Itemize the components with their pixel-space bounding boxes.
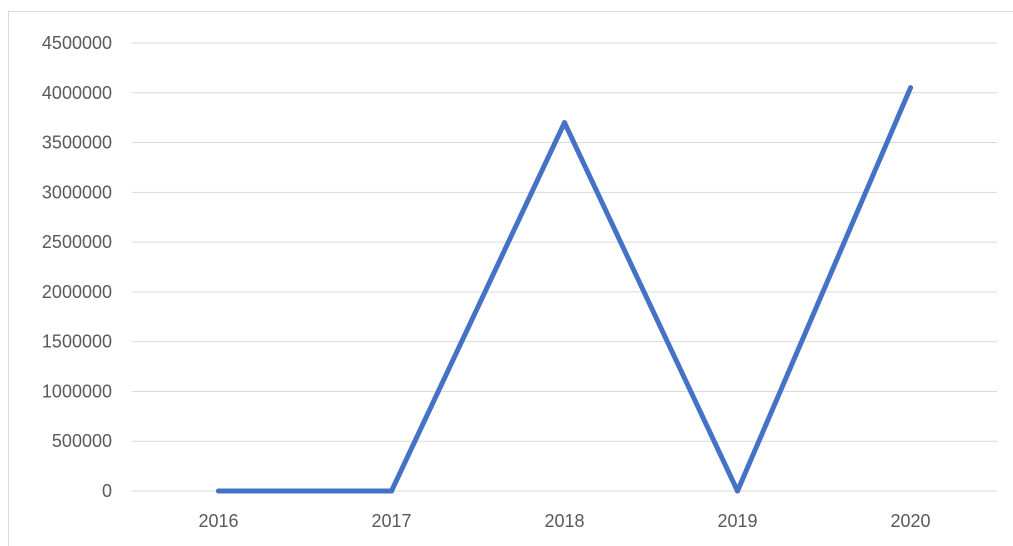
x-tick-label: 2017 [371, 511, 411, 531]
y-tick-label: 1500000 [42, 332, 112, 352]
y-tick-label: 4000000 [42, 83, 112, 103]
y-tick-label: 1000000 [42, 381, 112, 401]
y-tick-label: 4500000 [42, 33, 112, 53]
x-tick-label: 2016 [198, 511, 238, 531]
grid-lines [132, 42, 997, 492]
data-point-2016 [216, 488, 221, 494]
y-tick-label: 2000000 [42, 282, 112, 302]
y-tick-label: 3500000 [42, 133, 112, 153]
x-tick-label: 2018 [544, 511, 584, 531]
series-group [216, 85, 913, 494]
series-line-0 [216, 85, 913, 494]
y-tick-label: 3000000 [42, 182, 112, 202]
y-tick-label: 2500000 [42, 232, 112, 252]
data-point-2019 [735, 488, 740, 494]
x-tick-label: 2019 [717, 511, 757, 531]
x-axis-tick-labels: 2016 2017 2018 2019 2020 [198, 511, 930, 531]
y-tick-label: 500000 [52, 431, 112, 451]
data-point-2017 [389, 488, 394, 494]
y-axis-tick-labels: 0 500000 1000000 1500000 2000000 2500000 30000… [42, 33, 112, 501]
y-tick-label: 0 [102, 481, 112, 501]
x-tick-label: 2020 [890, 511, 930, 531]
data-point-2018 [562, 120, 567, 126]
chart-frame-top [8, 11, 1013, 12]
chart-frame-left [8, 11, 9, 546]
data-point-2020 [908, 85, 913, 91]
